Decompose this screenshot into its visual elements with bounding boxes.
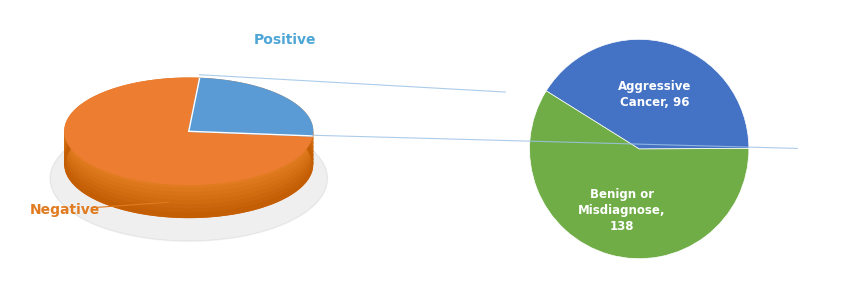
Polygon shape xyxy=(65,99,312,209)
Text: Positive: Positive xyxy=(254,33,316,47)
Text: Negative: Negative xyxy=(29,203,100,217)
Polygon shape xyxy=(65,91,312,201)
Ellipse shape xyxy=(65,111,312,218)
Ellipse shape xyxy=(50,116,328,241)
Text: Aggressive
Cancer, 96: Aggressive Cancer, 96 xyxy=(618,80,692,109)
Polygon shape xyxy=(65,82,312,193)
Polygon shape xyxy=(65,78,312,189)
Wedge shape xyxy=(547,39,749,149)
Text: Benign or
Misdiagnose,
138: Benign or Misdiagnose, 138 xyxy=(578,188,666,233)
Wedge shape xyxy=(529,91,749,259)
Polygon shape xyxy=(65,78,312,184)
Polygon shape xyxy=(189,78,312,136)
Polygon shape xyxy=(65,95,312,205)
Polygon shape xyxy=(65,86,312,197)
Polygon shape xyxy=(65,103,312,213)
Polygon shape xyxy=(65,107,312,218)
